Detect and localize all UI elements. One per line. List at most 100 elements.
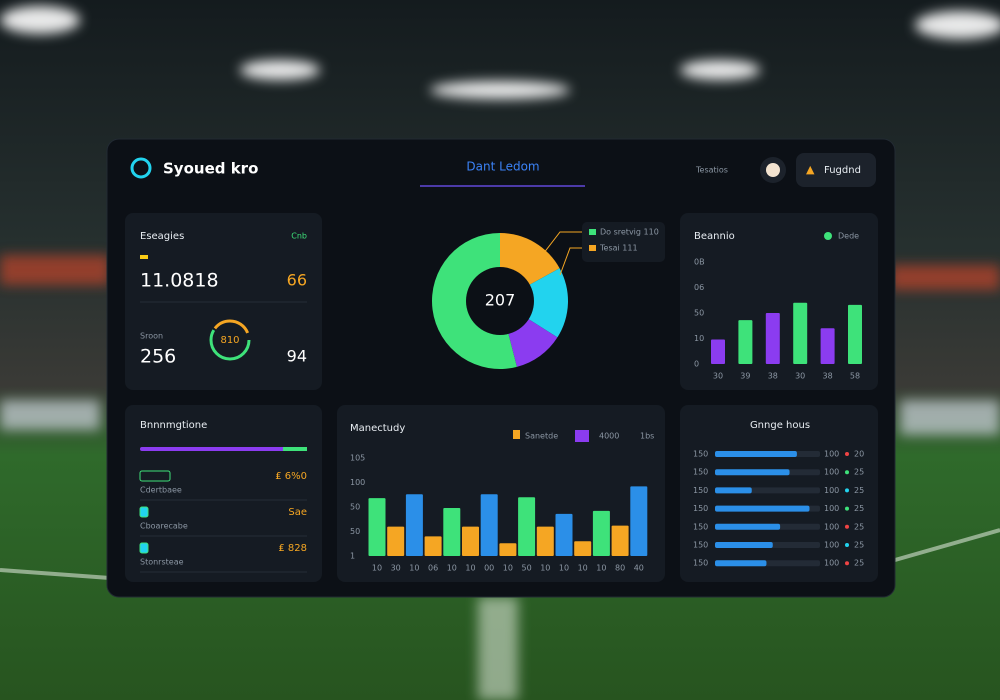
axis-label: 100 bbox=[350, 478, 365, 487]
bar bbox=[574, 541, 592, 556]
bar bbox=[555, 513, 573, 556]
list-chip bbox=[139, 470, 171, 482]
bar bbox=[738, 320, 753, 364]
bar bbox=[387, 526, 405, 556]
x-label: 39 bbox=[740, 372, 750, 381]
bar bbox=[424, 536, 442, 556]
bar bbox=[715, 542, 773, 548]
bar bbox=[848, 304, 862, 364]
x-label: 38 bbox=[768, 372, 778, 381]
list-chip bbox=[139, 506, 149, 518]
list-left: Cboarecabe bbox=[140, 522, 188, 531]
x-label: 10 bbox=[578, 564, 588, 573]
legend-note: 1bs bbox=[640, 432, 654, 441]
row-tag: 25 bbox=[854, 486, 864, 495]
axis-label: 50 bbox=[350, 527, 360, 536]
panel-title: Manectudy bbox=[350, 423, 405, 434]
list-left: Cdertbaee bbox=[140, 486, 182, 495]
legend-swatch bbox=[513, 430, 520, 439]
row-end: 100 bbox=[824, 541, 839, 550]
bar bbox=[443, 507, 461, 556]
axis-label: 1 bbox=[350, 552, 355, 561]
logo bbox=[130, 157, 152, 179]
x-label: 00 bbox=[484, 564, 494, 573]
bar bbox=[368, 498, 386, 556]
x-label: 10 bbox=[596, 564, 606, 573]
brand: Syoued kro bbox=[163, 160, 258, 178]
row-dot bbox=[845, 561, 849, 566]
stats-title: Eseagies bbox=[140, 231, 184, 242]
x-label: 10 bbox=[465, 564, 475, 573]
bar bbox=[715, 451, 797, 457]
x-label: 50 bbox=[522, 564, 532, 573]
bar bbox=[405, 494, 423, 556]
bar bbox=[793, 302, 808, 364]
row-tag: 20 bbox=[854, 450, 864, 459]
stats-value: 11.0818 bbox=[140, 270, 219, 292]
row-tag: 25 bbox=[854, 504, 864, 513]
leader bbox=[539, 231, 582, 259]
row-end: 100 bbox=[824, 486, 839, 495]
stats-dot bbox=[140, 255, 148, 259]
axis-label: 0 bbox=[694, 360, 699, 369]
panel-title: Beannio bbox=[694, 231, 735, 242]
bar bbox=[462, 526, 479, 556]
row-label: 150 bbox=[693, 522, 708, 531]
panel-title: Gnnge hous bbox=[750, 420, 810, 431]
tab[interactable]: Dant Ledom bbox=[466, 160, 539, 174]
x-label: 30 bbox=[713, 372, 723, 381]
row-label: 150 bbox=[693, 504, 708, 513]
row-end: 100 bbox=[824, 468, 839, 477]
bar bbox=[711, 339, 725, 364]
row-tag: 25 bbox=[854, 541, 864, 550]
panel-title: Bnnnmgtione bbox=[140, 420, 207, 431]
bar bbox=[611, 525, 629, 556]
x-label: 30 bbox=[795, 372, 805, 381]
legend-item: Do sretvig 110 bbox=[600, 228, 659, 237]
x-label: 38 bbox=[823, 372, 833, 381]
bar bbox=[715, 487, 752, 494]
row-tag: 25 bbox=[854, 468, 864, 477]
bar bbox=[820, 328, 835, 364]
donut-hole bbox=[466, 267, 534, 335]
row-label: 150 bbox=[693, 450, 708, 459]
bar bbox=[715, 560, 767, 567]
axis-label: 10 bbox=[694, 334, 704, 343]
stats-value: 94 bbox=[287, 347, 307, 366]
bar bbox=[592, 510, 610, 556]
x-label: 40 bbox=[634, 564, 644, 573]
x-label: 10 bbox=[503, 564, 513, 573]
list-right: Sae bbox=[288, 507, 307, 518]
legend-swatch bbox=[575, 430, 589, 442]
legend-item: Sanetde bbox=[525, 432, 558, 441]
list-right: ₤ 6%0 bbox=[275, 471, 307, 482]
button[interactable] bbox=[796, 153, 876, 187]
row-end: 100 bbox=[824, 522, 839, 531]
row-dot bbox=[845, 524, 849, 529]
x-label: 06 bbox=[428, 564, 438, 573]
row-dot bbox=[845, 543, 849, 547]
x-label: 10 bbox=[559, 564, 569, 573]
bar bbox=[715, 469, 790, 476]
x-label: 10 bbox=[447, 564, 457, 573]
row-label: 150 bbox=[693, 541, 708, 550]
bar bbox=[765, 313, 780, 364]
bar bbox=[518, 497, 536, 556]
legend-item: Tesai 111 bbox=[599, 244, 638, 253]
row-tag: 25 bbox=[854, 522, 864, 531]
button-label[interactable]: Fugdnd bbox=[824, 165, 861, 176]
list-chip bbox=[139, 542, 149, 554]
x-label: 80 bbox=[615, 564, 625, 573]
row-dot bbox=[845, 506, 849, 511]
list-right: ₤ 828 bbox=[278, 543, 307, 554]
bar bbox=[480, 494, 498, 556]
list-left: Stonrsteae bbox=[140, 558, 184, 567]
stats-value: 256 bbox=[140, 346, 176, 368]
x-label: 10 bbox=[540, 564, 550, 573]
axis-label: 50 bbox=[350, 503, 360, 512]
donut-center: 207 bbox=[485, 291, 516, 310]
ring bbox=[209, 319, 251, 361]
bar bbox=[499, 543, 517, 556]
